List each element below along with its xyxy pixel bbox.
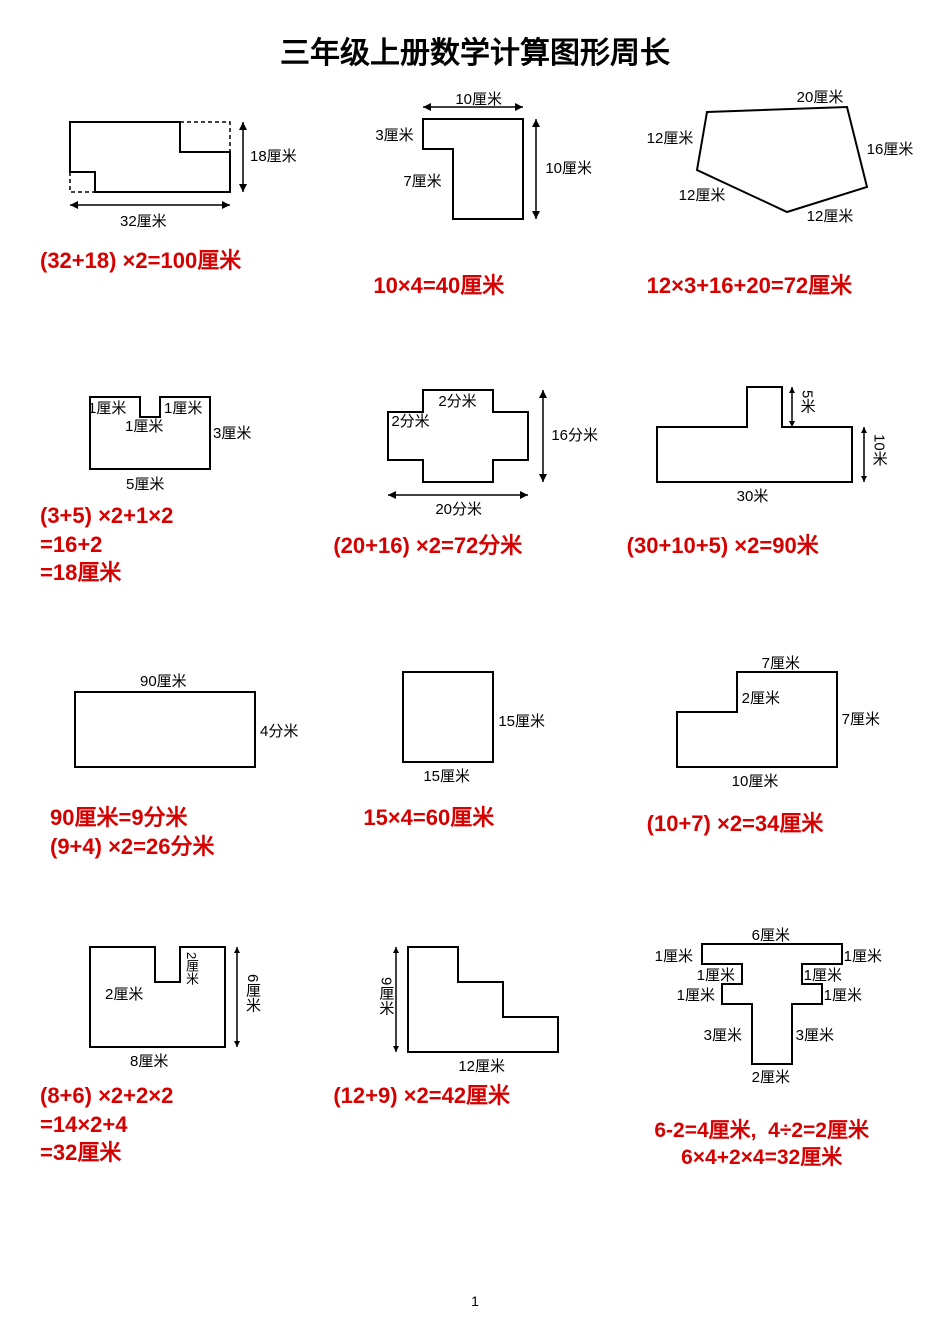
dim-label: 2分米 (438, 390, 476, 411)
dim-label: 9厘米 (375, 977, 396, 1015)
dim-label: 30米 (737, 485, 769, 506)
problem-cell: 10厘米 3厘米 7厘米 10厘米 10×4=40厘米 (333, 92, 626, 372)
dim-label: 90厘米 (140, 670, 187, 691)
dim-label: 3厘米 (375, 124, 413, 145)
dim-label: 2厘米 (742, 687, 780, 708)
dim-label: 7厘米 (842, 708, 880, 729)
problem-cell: 2厘米 2厘米 6厘米 8厘米 (8+6) ×2+2×2 =14×2+4 =32… (40, 932, 333, 1212)
answer-text: 10×4=40厘米 (373, 272, 504, 301)
dim-label: 5厘米 (126, 473, 164, 494)
problem-cell: 90厘米 4分米 90厘米=9分米 (9+4) ×2=26分米 (40, 652, 333, 932)
problem-cell: 7厘米 2厘米 7厘米 10厘米 (10+7) ×2=34厘米 (627, 652, 920, 932)
dim-label: 20分米 (435, 498, 482, 519)
dim-label: 7厘米 (762, 652, 800, 673)
dim-label: 20厘米 (797, 86, 844, 107)
dim-label: 5米 (797, 390, 818, 413)
dim-label: 1厘米 (824, 984, 862, 1005)
dim-label: 10厘米 (455, 88, 502, 109)
dim-label: 2分米 (391, 410, 429, 431)
dim-label: 1厘米 (844, 945, 882, 966)
dim-label: 1厘米 (164, 397, 202, 418)
dim-label: 12厘米 (807, 205, 854, 226)
dim-label: 1厘米 (677, 984, 715, 1005)
dim-label: 7厘米 (403, 170, 441, 191)
dim-label: 2厘米 (105, 983, 143, 1004)
answer-text: (32+18) ×2=100厘米 (40, 247, 241, 276)
problem-cell: 20厘米 12厘米 12厘米 16厘米 12厘米 12×3+16+20=72厘米 (627, 92, 920, 372)
dim-label: 4分米 (260, 720, 298, 741)
answer-text: (3+5) ×2+1×2 =16+2 =18厘米 (40, 502, 173, 588)
dim-label: 1厘米 (804, 964, 842, 985)
answer-text: (12+9) ×2=42厘米 (333, 1082, 510, 1111)
answer-text: (30+10+5) ×2=90米 (627, 532, 819, 561)
dim-label: 16厘米 (867, 138, 914, 159)
answer-text: (10+7) ×2=34厘米 (647, 810, 824, 839)
dim-label: 3厘米 (796, 1024, 834, 1045)
problem-cell: 6厘米 1厘米 1厘米 1厘米 1厘米 1厘米 1厘米 3厘米 3厘米 2厘米 … (627, 932, 920, 1212)
dim-label: 3厘米 (704, 1024, 742, 1045)
answer-text: 90厘米=9分米 (9+4) ×2=26分米 (50, 804, 215, 861)
answer-text: 12×3+16+20=72厘米 (647, 272, 853, 301)
dim-label: 3厘米 (213, 422, 251, 443)
dim-label: 2厘米 (752, 1066, 790, 1087)
dim-label: 18厘米 (250, 145, 297, 166)
worksheet-grid: 18厘米 32厘米 (32+18) ×2=100厘米 10厘米 3厘米 7厘米 … (0, 92, 950, 1212)
answer-text: (20+16) ×2=72分米 (333, 532, 522, 561)
answer-text: 15×4=60厘米 (363, 804, 494, 833)
problem-cell: 5米 10米 30米 (30+10+5) ×2=90米 (627, 372, 920, 652)
dim-label: 1厘米 (697, 964, 735, 985)
answer-text: (8+6) ×2+2×2 =14×2+4 =32厘米 (40, 1082, 173, 1168)
dim-label: 6厘米 (242, 974, 263, 1012)
dim-label: 8厘米 (130, 1050, 168, 1071)
problem-cell: 1厘米 1厘米 1厘米 3厘米 5厘米 (3+5) ×2+1×2 =16+2 =… (40, 372, 333, 652)
answer-text: 6-2=4厘米, 4÷2=2厘米 6×4+2×4=32厘米 (607, 1117, 917, 1172)
problem-cell: 9厘米 12厘米 (12+9) ×2=42厘米 (333, 932, 626, 1212)
dim-label: 2厘米 (182, 952, 201, 985)
dim-label: 10米 (869, 434, 890, 466)
dim-label: 32厘米 (120, 210, 167, 231)
dim-label: 16分米 (551, 424, 598, 445)
dim-label: 12厘米 (679, 184, 726, 205)
dim-label: 15厘米 (423, 765, 470, 786)
page-number: 1 (0, 1293, 950, 1309)
dim-label: 12厘米 (458, 1055, 505, 1076)
problem-cell: 18厘米 32厘米 (32+18) ×2=100厘米 (40, 92, 333, 372)
dim-label: 1厘米 (88, 397, 126, 418)
dim-label: 15厘米 (498, 710, 545, 731)
problem-cell: 15厘米 15厘米 15×4=60厘米 (333, 652, 626, 932)
dim-label: 10厘米 (545, 157, 592, 178)
problem-cell: 2分米 2分米 16分米 20分米 (20+16) ×2=72分米 (333, 372, 626, 652)
dim-label: 1厘米 (125, 415, 163, 436)
page-title: 三年级上册数学计算图形周长 (0, 0, 950, 92)
dim-label: 1厘米 (655, 945, 693, 966)
dim-label: 12厘米 (647, 127, 694, 148)
dim-label: 6厘米 (752, 924, 790, 945)
dim-label: 10厘米 (732, 770, 779, 791)
